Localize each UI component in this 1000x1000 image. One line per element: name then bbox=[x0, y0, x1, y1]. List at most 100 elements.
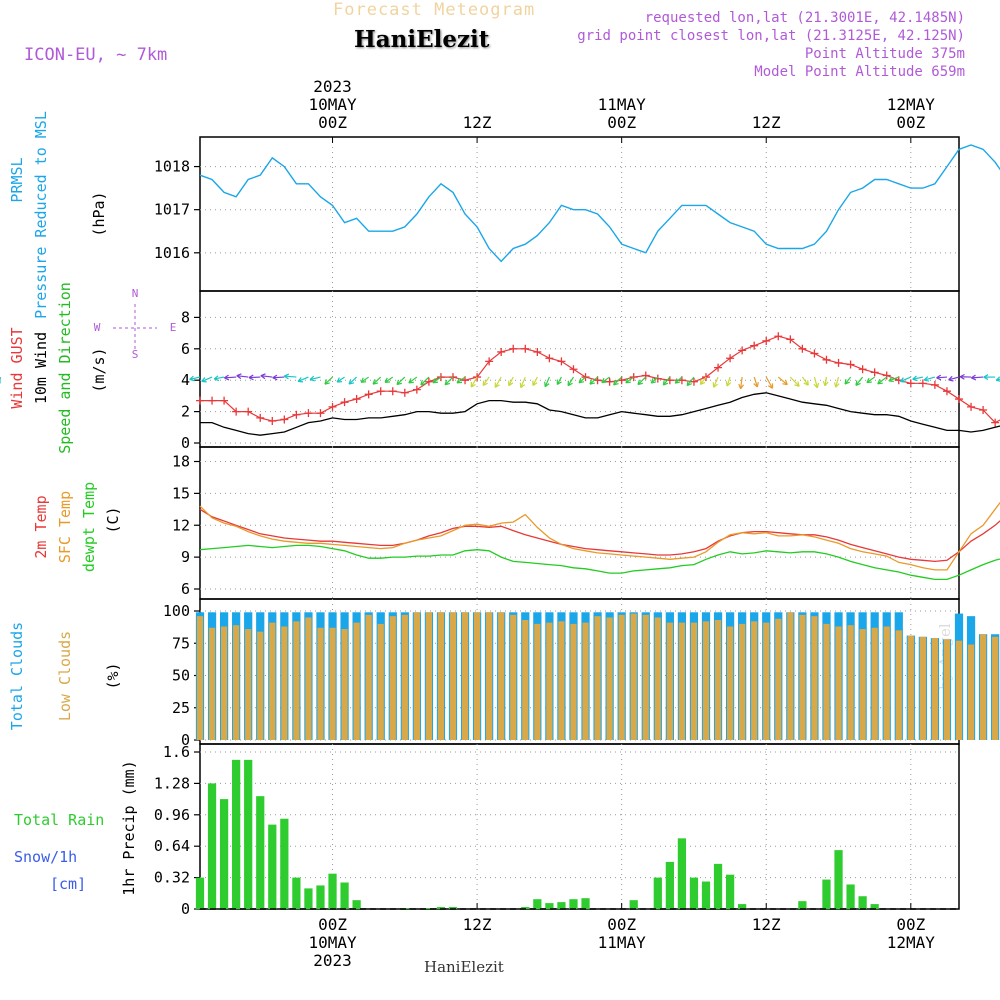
ytick-label-precipitation: 1.6 bbox=[163, 743, 190, 761]
low-cloud-bar bbox=[582, 622, 589, 740]
gust-marker bbox=[726, 354, 735, 363]
rain-bar bbox=[280, 818, 289, 909]
chart-title: Forecast Meteogram bbox=[333, 0, 536, 20]
ytick-label-precipitation: 1.28 bbox=[154, 774, 190, 792]
wind-dir-arrow bbox=[601, 376, 610, 384]
clouds-label-1: Total Clouds bbox=[8, 622, 26, 730]
wind-dir-arrowhead bbox=[877, 379, 883, 385]
gust-marker bbox=[750, 341, 759, 350]
wind-dir-arrowhead bbox=[822, 380, 829, 387]
low-cloud-bar bbox=[895, 630, 902, 740]
gust-marker bbox=[641, 371, 650, 380]
wind-dir-arrow bbox=[877, 376, 888, 385]
ytick-label-temperature: 18 bbox=[172, 453, 190, 471]
wind-dir-arrow bbox=[813, 376, 818, 388]
rain-bar bbox=[822, 879, 831, 909]
wind-dir-arrowhead bbox=[360, 377, 367, 383]
low-cloud-bar bbox=[401, 614, 408, 740]
gust-marker bbox=[412, 385, 421, 394]
wind-dir-arrow bbox=[372, 376, 382, 385]
wind-dir-arrowhead bbox=[699, 379, 706, 386]
gust-marker bbox=[810, 349, 819, 358]
wind-dir-arrowhead bbox=[456, 378, 463, 384]
panel-frame-clouds bbox=[199, 598, 960, 745]
bottom-day-label: 11MAY bbox=[598, 933, 647, 952]
bottom-hour-label: 12Z bbox=[752, 915, 781, 934]
gust-marker bbox=[569, 365, 578, 374]
low-cloud-bar bbox=[353, 622, 360, 740]
wind-dir-arrowhead bbox=[782, 379, 788, 386]
wind-dir-arrow bbox=[625, 376, 635, 384]
low-cloud-bar bbox=[558, 621, 565, 740]
low-cloud-bar bbox=[317, 627, 324, 740]
low-cloud-bar bbox=[955, 640, 963, 740]
gust-marker bbox=[906, 379, 915, 388]
low-cloud-bar bbox=[293, 621, 300, 740]
rain-bar bbox=[677, 838, 687, 909]
wind-dir-arrowhead bbox=[544, 381, 550, 388]
wind-dir-arrow bbox=[297, 376, 309, 382]
snow-unit-label: [cm] bbox=[50, 875, 86, 893]
wind-label-3: Speed and Direction bbox=[56, 282, 74, 454]
rain-bar bbox=[448, 907, 458, 909]
compass-w: W bbox=[94, 321, 101, 334]
gust-marker bbox=[774, 332, 783, 341]
wind-dir-arrow bbox=[324, 376, 333, 385]
wind-dir-arrow bbox=[726, 376, 731, 387]
location-title: HaniElezit bbox=[354, 26, 490, 53]
rain-bar bbox=[581, 898, 590, 909]
wind-dir-arrow bbox=[995, 378, 1000, 381]
wind-dir-arrow bbox=[348, 376, 358, 385]
wind-dir-arrow bbox=[844, 376, 852, 385]
precip-unit: 1hr Precip (mm) bbox=[120, 760, 138, 895]
gust-marker bbox=[509, 344, 518, 353]
gust-marker bbox=[870, 368, 879, 377]
ytick-label-pressure: 1018 bbox=[154, 158, 190, 176]
wind-dir-arrow bbox=[201, 376, 213, 382]
wind-dir-arrowhead bbox=[959, 373, 965, 380]
rain-bar bbox=[665, 861, 674, 909]
wind-dir-arrow bbox=[613, 376, 623, 386]
wind-dir-arrowhead bbox=[855, 380, 861, 386]
low-cloud-bar bbox=[726, 626, 734, 740]
wind-dir-arrow bbox=[396, 376, 406, 386]
gust-marker bbox=[714, 363, 723, 372]
wind-dir-arrow bbox=[508, 376, 514, 386]
wind-dir-arrowhead bbox=[420, 379, 426, 386]
ytick-label-clouds: 0 bbox=[181, 731, 190, 749]
low-cloud-bar bbox=[233, 625, 240, 740]
low-cloud-bar bbox=[654, 617, 661, 740]
wind-dir-arrow bbox=[520, 376, 526, 388]
wind-dir-arrow bbox=[432, 376, 442, 384]
wind-dir-arrowhead bbox=[236, 373, 242, 380]
wind-dir-arrowhead bbox=[613, 379, 619, 386]
snow-label: Snow/1h bbox=[14, 848, 77, 866]
clouds-unit: (%) bbox=[104, 662, 122, 689]
low-cloud-bar bbox=[775, 618, 782, 740]
gust-marker bbox=[882, 371, 891, 380]
low-cloud-bar bbox=[943, 639, 951, 740]
ytick-label-wind: 6 bbox=[181, 340, 190, 358]
wind-dir-arrowhead bbox=[578, 377, 585, 384]
gust-marker bbox=[521, 344, 530, 353]
panel-frame-precipitation bbox=[199, 743, 960, 910]
wind-dir-arrowhead bbox=[813, 382, 820, 389]
wind-dir-arrowhead bbox=[844, 379, 850, 385]
low-cloud-bar bbox=[329, 627, 336, 740]
wind-dir-arrowhead bbox=[983, 374, 989, 381]
wind-dir-arrowhead bbox=[556, 379, 562, 386]
wind-dir-arrow bbox=[801, 376, 809, 386]
rain-bar bbox=[653, 877, 662, 909]
gust-marker bbox=[557, 357, 566, 366]
wind-dir-arrow bbox=[699, 376, 707, 385]
wind-dir-arrowhead bbox=[309, 375, 315, 382]
ytick-label-clouds: 75 bbox=[172, 634, 190, 652]
low-cloud-bar bbox=[907, 635, 914, 740]
gust-marker bbox=[304, 409, 313, 418]
rain-bar bbox=[256, 796, 265, 909]
wind-dir-arrow bbox=[936, 376, 947, 379]
low-cloud-bar bbox=[606, 617, 613, 740]
rain-bar bbox=[521, 907, 530, 909]
